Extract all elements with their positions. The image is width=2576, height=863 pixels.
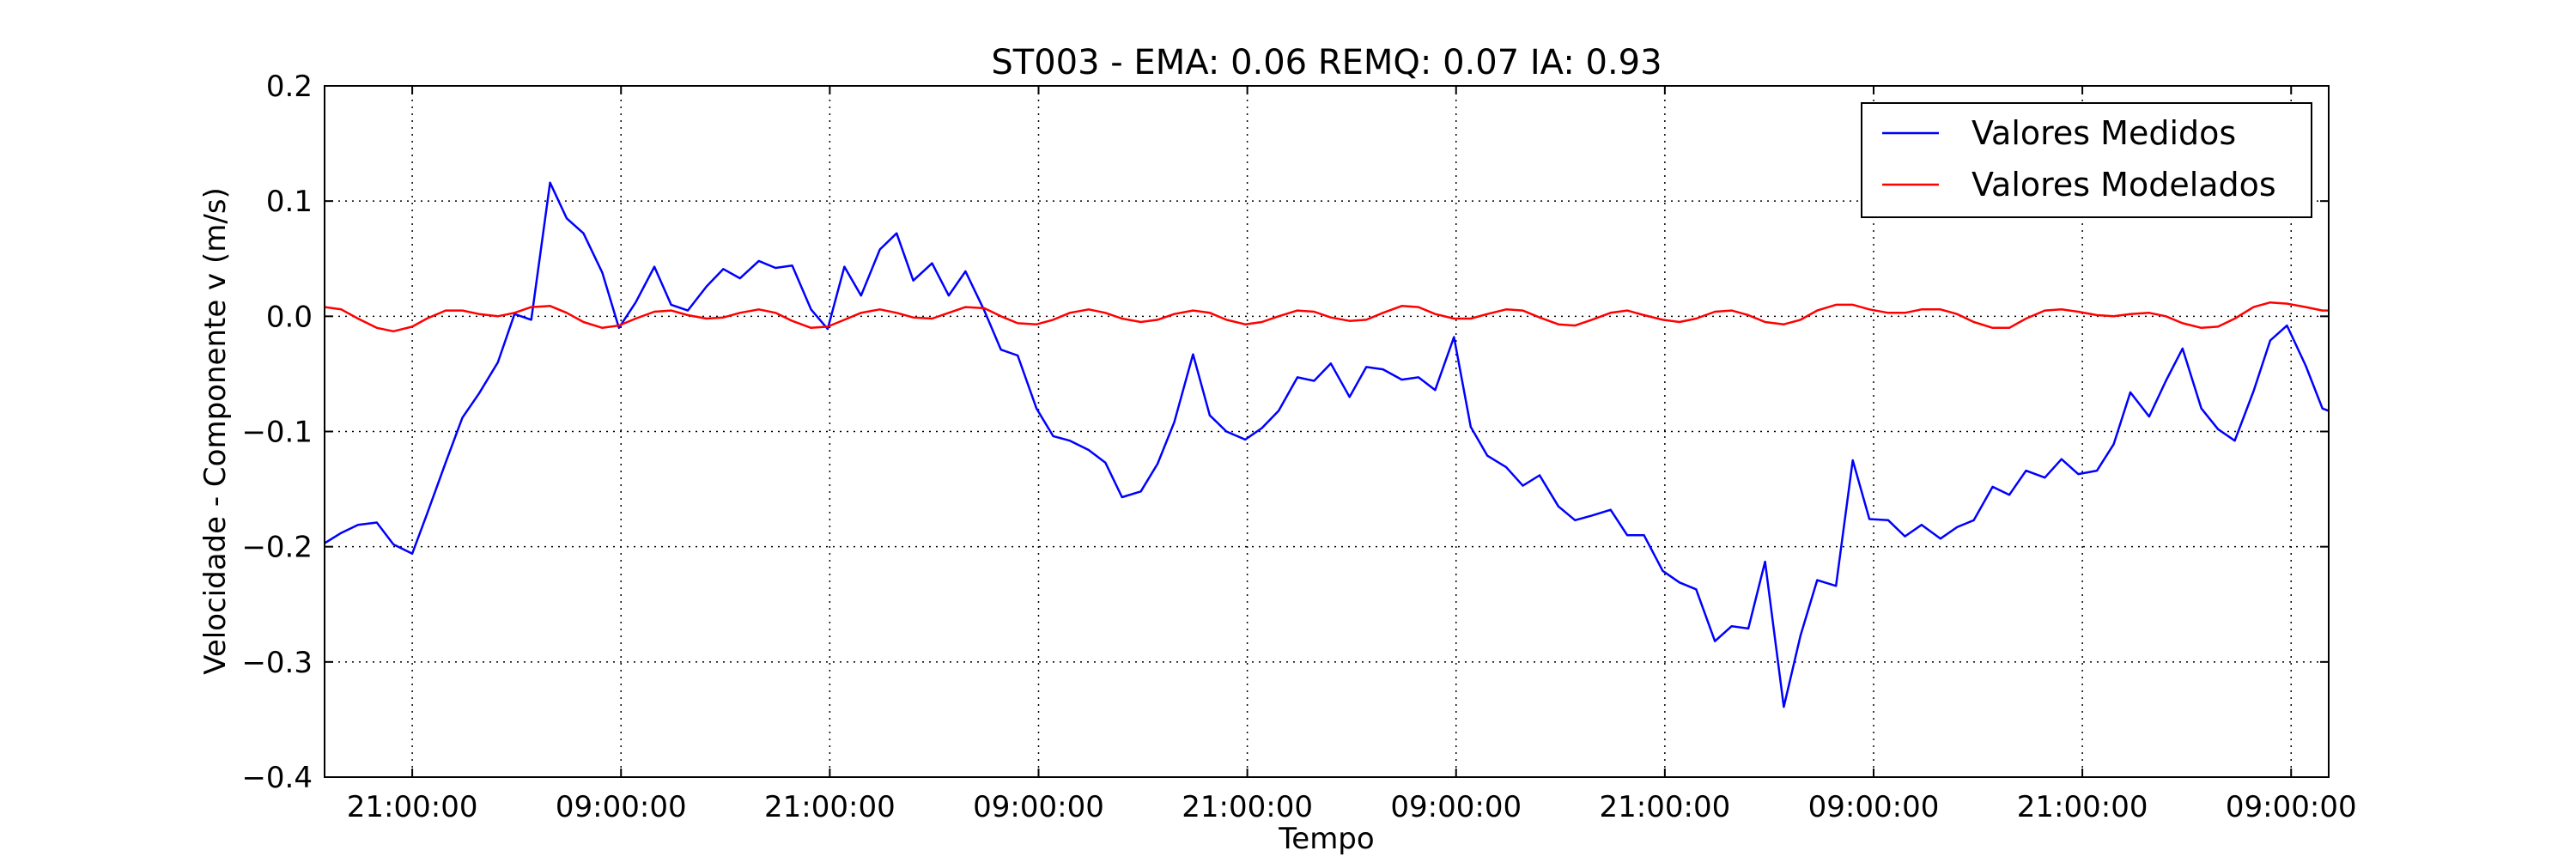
y-tick-label: −0.1 bbox=[241, 416, 313, 450]
y-tick-label: 0.2 bbox=[266, 70, 313, 104]
x-tick-label: 21:00:00 bbox=[764, 790, 896, 824]
y-tick-label: −0.4 bbox=[241, 761, 313, 795]
y-tick-label: 0.0 bbox=[266, 300, 313, 334]
y-axis-label: Velocidade - Componente v (m/s) bbox=[198, 187, 233, 675]
legend: Valores Medidos Valores Modelados bbox=[1861, 102, 2312, 218]
y-tick-label: −0.2 bbox=[241, 531, 313, 565]
x-tick-label: 21:00:00 bbox=[2017, 790, 2148, 824]
legend-box bbox=[1861, 102, 2312, 218]
x-tick-label: 21:00:00 bbox=[1182, 790, 1313, 824]
series-line-measured bbox=[324, 181, 2330, 708]
chart-title: ST003 - EMA: 0.06 REMQ: 0.07 IA: 0.93 bbox=[991, 43, 1662, 82]
series-layer bbox=[324, 181, 2330, 708]
x-tick-label: 09:00:00 bbox=[556, 790, 687, 824]
series-line-modeled bbox=[324, 301, 2329, 333]
x-tick-label: 09:00:00 bbox=[2226, 790, 2357, 824]
x-tick-label: 09:00:00 bbox=[973, 790, 1104, 824]
x-tick-label: 21:00:00 bbox=[347, 790, 478, 824]
y-tick-label: 0.1 bbox=[266, 185, 313, 219]
axis-ticks: −0.4 −0.3 −0.2 −0.1 0.0 0.1 0.2 21:00:00 09:00:0… bbox=[241, 70, 2356, 824]
y-tick-label: −0.3 bbox=[241, 646, 313, 680]
x-tick-label: 09:00:00 bbox=[1808, 790, 1940, 824]
x-axis-label: Tempo bbox=[1278, 822, 1374, 856]
x-tick-label: 09:00:00 bbox=[1390, 790, 1522, 824]
legend-label-measured: Valores Medidos bbox=[1971, 114, 2236, 152]
x-tick-label: 21:00:00 bbox=[1600, 790, 1731, 824]
legend-label-modeled: Valores Modelados bbox=[1971, 166, 2276, 204]
